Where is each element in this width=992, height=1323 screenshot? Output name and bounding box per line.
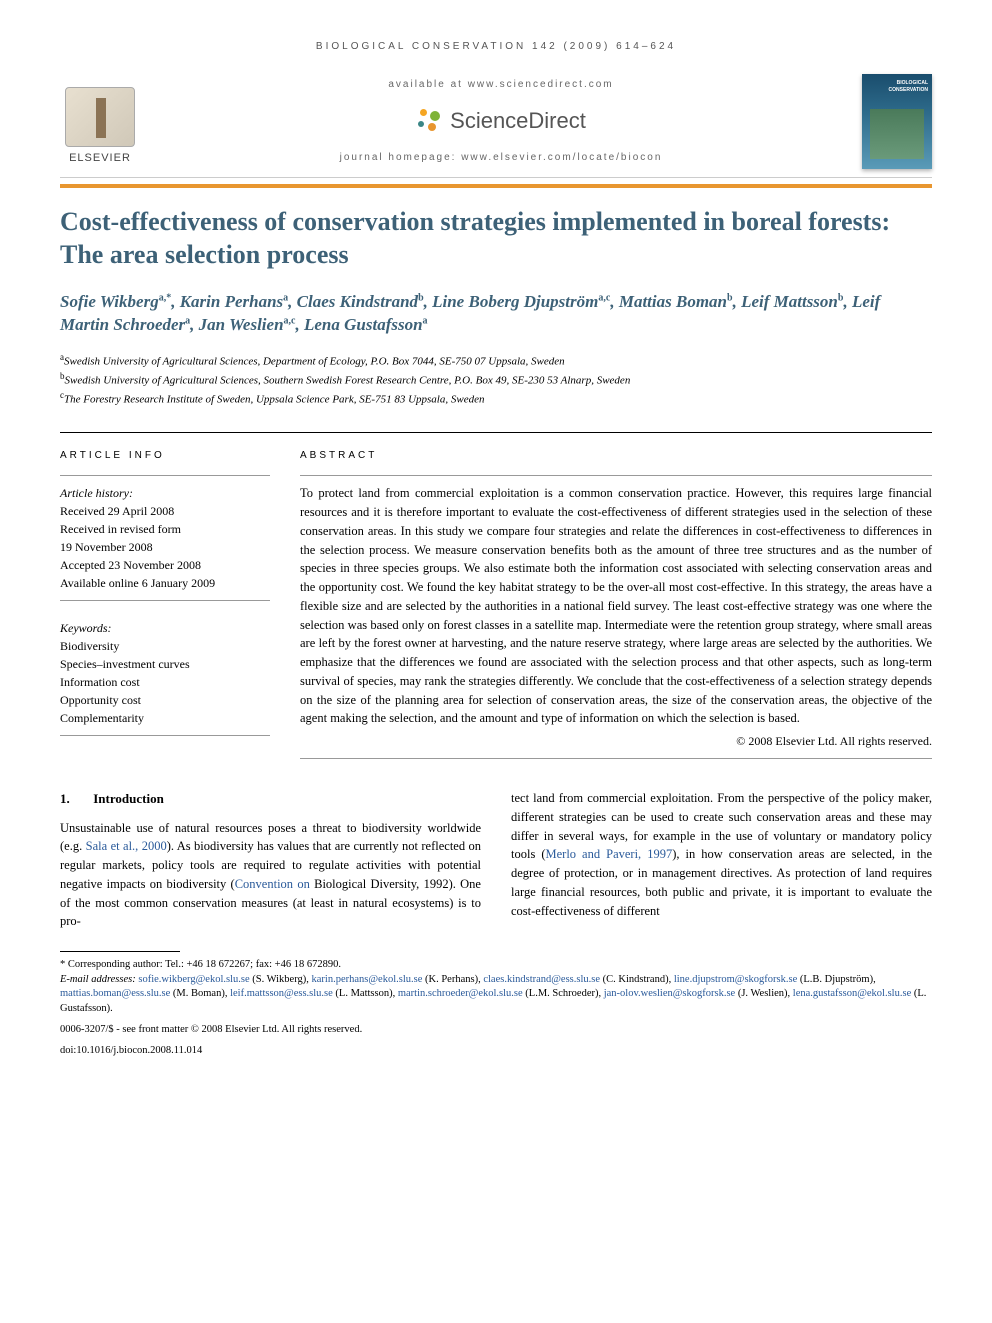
citation-link[interactable]: Merlo and Paveri, 1997 [546,847,673,861]
article-title: Cost-effectiveness of conservation strat… [60,206,932,271]
elsevier-logo: ELSEVIER [60,77,140,167]
journal-homepage-text: journal homepage: www.elsevier.com/locat… [160,151,842,165]
email-link[interactable]: sofie.wikberg@ekol.slu.se [138,974,249,985]
keyword: Information cost [60,673,270,691]
doi-line: doi:10.1016/j.biocon.2008.11.014 [60,1044,932,1059]
keyword: Species–investment curves [60,655,270,673]
section-heading-text: Introduction [93,791,164,806]
info-top-rule [60,432,932,433]
keyword: Complementarity [60,709,270,727]
keywords-block: Keywords: Biodiversity Species–investmen… [60,613,270,736]
sciencedirect-wordmark: ScienceDirect [450,106,586,137]
affiliations-list: aSwedish University of Agricultural Scie… [60,351,932,408]
history-line: 19 November 2008 [60,538,270,556]
history-line: Available online 6 January 2009 [60,574,270,592]
email-link[interactable]: jan-olov.weslien@skogforsk.se [604,988,735,999]
email-link[interactable]: martin.schroeder@ekol.slu.se [398,988,523,999]
banner-center: available at www.sciencedirect.com Scien… [140,78,862,165]
elsevier-tree-icon [65,87,135,147]
affiliation-line: aSwedish University of Agricultural Scie… [60,351,932,370]
history-line: Received 29 April 2008 [60,502,270,520]
front-matter-line: 0006-3207/$ - see front matter © 2008 El… [60,1023,932,1038]
email-link[interactable]: line.djupstrom@skogforsk.se [674,974,797,985]
abstract-column: ABSTRACT To protect land from commercial… [300,449,932,759]
email-link[interactable]: lena.gustafsson@ekol.slu.se [793,988,911,999]
running-header: BIOLOGICAL CONSERVATION 142 (2009) 614–6… [60,40,932,54]
journal-cover-title: BIOLOGICAL CONSERVATION [862,80,928,94]
citation-link[interactable]: Sala et al., 2000 [86,839,167,853]
sciencedirect-dots-icon [416,107,444,135]
article-info-label: ARTICLE INFO [60,449,270,463]
body-col-right: tect land from commercial exploitation. … [511,789,932,931]
intro-paragraph-right: tect land from commercial exploitation. … [511,789,932,920]
sd-dot-1 [420,109,427,116]
authors-list: Sofie Wikberga,*, Karin Perhansa, Claes … [60,291,932,337]
email-link[interactable]: karin.perhans@ekol.slu.se [312,974,423,985]
intro-heading: 1. Introduction [60,789,481,809]
email-link[interactable]: mattias.boman@ess.slu.se [60,988,170,999]
abstract-body: To protect land from commercial exploita… [300,486,932,725]
footnotes-block: * Corresponding author: Tel.: +46 18 672… [60,958,932,1058]
article-history-label: Article history: [60,484,270,502]
journal-cover-thumbnail: BIOLOGICAL CONSERVATION [862,74,932,169]
available-at-text: available at www.sciencedirect.com [160,78,842,92]
email-link[interactable]: claes.kindstrand@ess.slu.se [483,974,600,985]
corresponding-author: * Corresponding author: Tel.: +46 18 672… [60,958,932,973]
footnote-rule [60,951,180,952]
sd-dot-2 [430,111,440,121]
sciencedirect-logo: ScienceDirect [160,106,842,137]
intro-paragraph-left: Unsustainable use of natural resources p… [60,819,481,932]
abstract-copyright: © 2008 Elsevier Ltd. All rights reserved… [300,732,932,750]
affiliation-line: bSwedish University of Agricultural Scie… [60,370,932,389]
history-line: Accepted 23 November 2008 [60,556,270,574]
journal-banner: ELSEVIER available at www.sciencedirect.… [60,74,932,178]
abstract-text: To protect land from commercial exploita… [300,475,932,759]
orange-divider [60,184,932,188]
keyword: Opportunity cost [60,691,270,709]
sd-dot-4 [428,123,436,131]
email-addresses: E-mail addresses: sofie.wikberg@ekol.slu… [60,973,932,1017]
email-link[interactable]: leif.mattsson@ess.slu.se [230,988,333,999]
section-number: 1. [60,789,90,809]
elsevier-name: ELSEVIER [69,151,131,166]
abstract-label: ABSTRACT [300,449,932,463]
body-col-left: 1. Introduction Unsustainable use of nat… [60,789,481,931]
keyword: Biodiversity [60,637,270,655]
history-line: Received in revised form [60,520,270,538]
body-two-column: 1. Introduction Unsustainable use of nat… [60,789,932,931]
article-history-block: Article history: Received 29 April 2008 … [60,475,270,601]
sd-dot-3 [418,121,424,127]
info-abstract-row: ARTICLE INFO Article history: Received 2… [60,449,932,759]
affiliation-line: cThe Forestry Research Institute of Swed… [60,389,932,408]
keywords-label: Keywords: [60,619,270,637]
journal-cover-image [870,109,924,159]
article-info-column: ARTICLE INFO Article history: Received 2… [60,449,270,759]
citation-link[interactable]: Convention on [235,877,310,891]
